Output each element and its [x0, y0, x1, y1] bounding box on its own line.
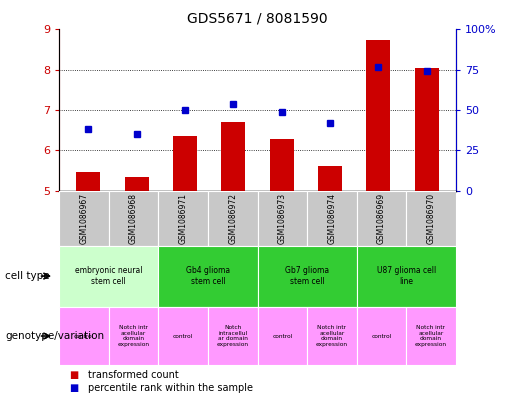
Bar	[76, 173, 100, 191]
Text: GSM1086968: GSM1086968	[129, 193, 138, 244]
Text: ■: ■	[70, 370, 82, 380]
Text: GSM1086970: GSM1086970	[426, 193, 436, 244]
Bar	[109, 307, 158, 365]
Bar	[307, 307, 356, 365]
Bar	[356, 246, 456, 307]
Bar	[269, 139, 294, 191]
Text: Notch intr
acellular
domain
expression: Notch intr acellular domain expression	[415, 325, 447, 347]
Bar	[125, 176, 149, 191]
Title: GDS5671 / 8081590: GDS5671 / 8081590	[187, 11, 328, 26]
Bar	[415, 68, 439, 191]
Bar	[109, 191, 158, 246]
Bar	[173, 136, 197, 191]
Text: GSM1086971: GSM1086971	[179, 193, 187, 244]
Bar	[258, 246, 356, 307]
Bar	[356, 307, 406, 365]
Text: transformed count: transformed count	[88, 370, 178, 380]
Text: Notch intr
acellular
domain
expression: Notch intr acellular domain expression	[117, 325, 149, 347]
Text: control: control	[272, 334, 293, 338]
Text: genotype/variation: genotype/variation	[5, 331, 104, 341]
Text: GSM1086973: GSM1086973	[278, 193, 287, 244]
Bar	[208, 191, 258, 246]
Text: control: control	[74, 334, 94, 338]
Text: control: control	[173, 334, 193, 338]
Bar	[59, 307, 109, 365]
Bar	[158, 307, 208, 365]
Bar	[258, 191, 307, 246]
Text: Gb7 glioma
stem cell: Gb7 glioma stem cell	[285, 266, 329, 286]
Bar	[406, 307, 456, 365]
Text: control: control	[371, 334, 391, 338]
Text: GSM1086967: GSM1086967	[79, 193, 89, 244]
Bar	[59, 191, 109, 246]
Text: embryonic neural
stem cell: embryonic neural stem cell	[75, 266, 143, 286]
Text: GSM1086969: GSM1086969	[377, 193, 386, 244]
Text: GSM1086974: GSM1086974	[328, 193, 336, 244]
Text: percentile rank within the sample: percentile rank within the sample	[88, 383, 252, 393]
Bar	[318, 167, 342, 191]
Text: ■: ■	[70, 383, 82, 393]
Text: GSM1086972: GSM1086972	[228, 193, 237, 244]
Bar	[221, 122, 246, 191]
Bar	[406, 191, 456, 246]
Text: cell type: cell type	[5, 271, 50, 281]
Bar	[356, 191, 406, 246]
Bar	[59, 246, 158, 307]
Bar	[158, 191, 208, 246]
Bar	[158, 246, 258, 307]
Text: Gb4 glioma
stem cell: Gb4 glioma stem cell	[186, 266, 230, 286]
Text: U87 glioma cell
line: U87 glioma cell line	[376, 266, 436, 286]
Bar	[208, 307, 258, 365]
Bar	[258, 307, 307, 365]
Text: Notch intr
acellular
domain
expression: Notch intr acellular domain expression	[316, 325, 348, 347]
Bar	[366, 40, 390, 191]
Text: Notch
intracellul
ar domain
expression: Notch intracellul ar domain expression	[217, 325, 249, 347]
Bar	[307, 191, 356, 246]
